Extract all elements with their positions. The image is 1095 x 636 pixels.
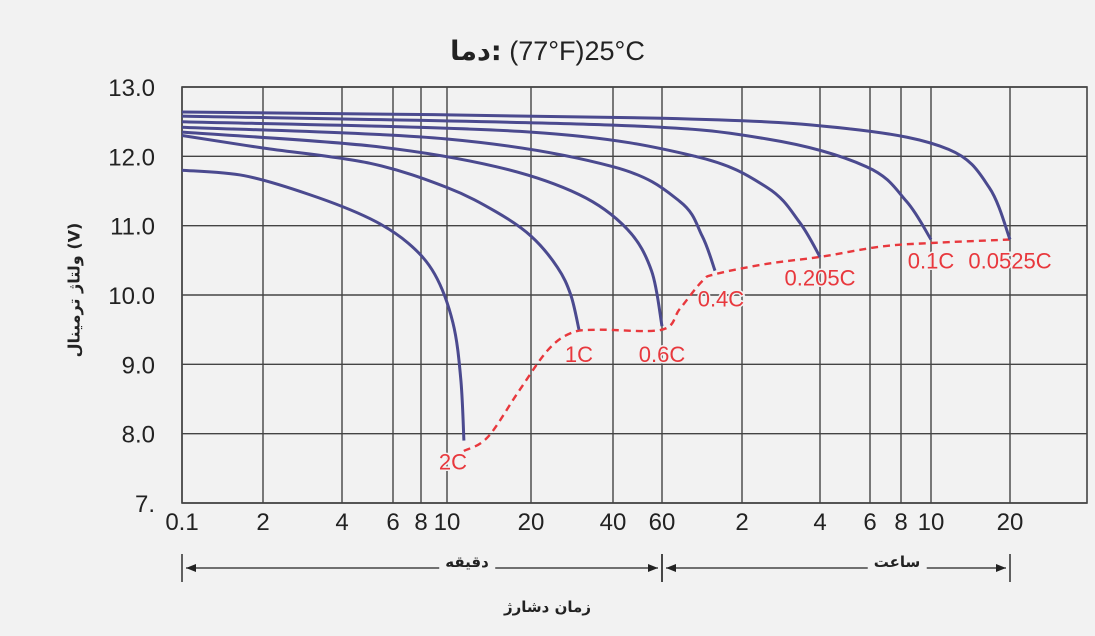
x-tick-label: 20 [518,509,545,536]
endpoint-label: 0.4C [698,286,745,311]
endpoint-label: 0.0525C [968,248,1051,273]
x-tick-label: 6 [863,509,876,536]
x-tick-label: 8 [894,509,907,536]
x-tick-label: 2 [735,509,748,536]
endpoint-label: 0.205C [785,266,856,291]
x-tick-label: 2 [256,509,269,536]
x-tick-label: 10 [434,509,461,536]
discharge-curve-0_205C [181,120,822,258]
y-tick-label: 13.0 [108,75,155,102]
chart-title-prefix: دما: [450,36,502,67]
y-tick-label: 10.0 [108,283,155,310]
band-label-minutes: دقیقه [439,553,495,571]
x-tick-label: 0.1 [165,509,198,536]
band-arrow-left [186,564,196,572]
x-tick-label: 6 [386,509,399,536]
endpoint-dashed-curve [463,238,1011,453]
chart-title-text: (77°F)25°C [509,36,645,66]
x-tick-label: 40 [600,509,627,536]
x-tick-label: 8 [414,509,427,536]
x-axis-label: زمان دشارژ [504,598,591,616]
x-tick-label: 4 [335,509,348,536]
band-label-hours: ساعت [867,553,927,571]
discharge-curve-1C [181,134,581,331]
discharge-curve-2C [181,168,466,441]
band-arrow-right [648,564,658,572]
y-tick-label: 11.0 [110,214,155,241]
x-tick-label: 20 [997,509,1024,536]
y-tick-label: 9.0 [122,352,155,379]
endpoint-label: 1C [565,342,593,367]
x-tick-label: 10 [918,509,945,536]
band-arrow-right [996,564,1006,572]
y-tick-label: 12.0 [108,144,155,171]
x-tick-label: 4 [813,509,826,536]
discharge-curve-0_4C [181,125,717,272]
x-tick-label: 60 [649,509,676,536]
discharge-curve-0_0525C [181,110,1012,241]
endpoint-label: 2C [439,449,467,474]
discharge-curve-0_6C [181,130,664,327]
endpoint-label: 0.1C [908,248,955,273]
band-arrow-left [666,564,676,572]
endpoint-label: 0.6C [639,342,686,367]
chart-title: دما: (77°F)25°C [0,36,1095,67]
y-tick-label: 8.0 [122,422,155,449]
y-tick-label: 7. [135,491,155,518]
discharge-curve-0_1C [181,114,933,241]
